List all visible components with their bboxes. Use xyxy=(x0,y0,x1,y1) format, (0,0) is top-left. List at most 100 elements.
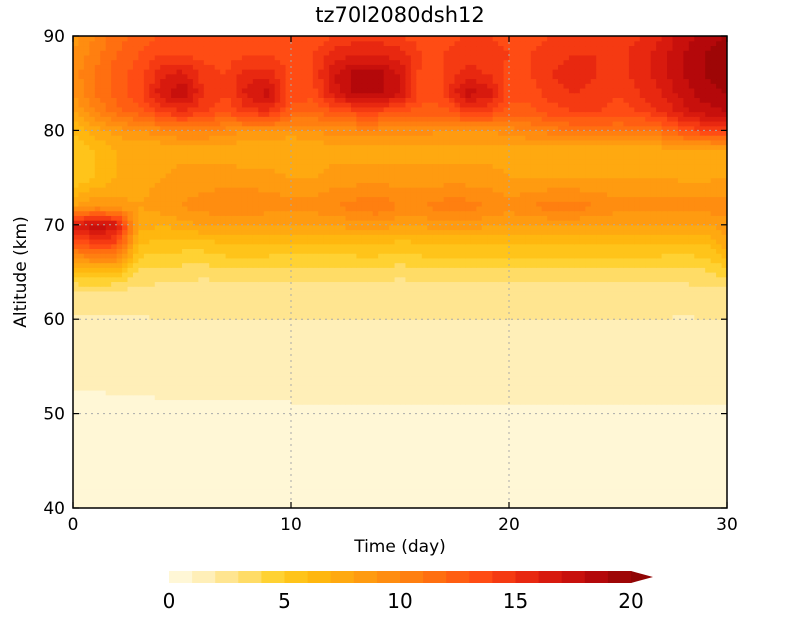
heatmap-cell xyxy=(400,314,407,320)
heatmap-cell xyxy=(236,375,243,382)
heatmap-cell xyxy=(258,465,265,471)
heatmap-cell xyxy=(94,413,101,419)
heatmap-cell xyxy=(410,484,417,490)
heatmap-cell xyxy=(203,408,210,415)
heatmap-cell xyxy=(220,385,227,391)
heatmap-cell xyxy=(116,333,123,339)
heatmap-cell xyxy=(509,366,516,372)
heatmap-cell xyxy=(443,498,450,504)
heatmap-cell xyxy=(421,470,428,476)
heatmap-cell xyxy=(307,423,314,429)
heatmap-cell xyxy=(345,423,352,429)
heatmap-cell xyxy=(389,503,396,508)
heatmap-cell xyxy=(579,446,586,452)
heatmap-cell xyxy=(563,328,570,334)
heatmap-cell xyxy=(383,498,390,504)
heatmap-cell xyxy=(263,489,270,495)
heatmap-cell xyxy=(241,323,248,330)
heatmap-cell xyxy=(378,418,385,424)
heatmap-cell xyxy=(263,323,270,330)
heatmap-cell xyxy=(389,493,396,500)
heatmap-cell xyxy=(89,314,96,320)
heatmap-cell xyxy=(116,314,123,320)
heatmap-cell xyxy=(132,375,139,382)
heatmap-cell xyxy=(73,460,80,467)
heatmap-cell xyxy=(312,371,319,377)
heatmap-cell xyxy=(329,489,336,495)
heatmap-cell xyxy=(519,342,526,349)
heatmap-cell xyxy=(509,470,516,476)
heatmap-cell xyxy=(590,328,597,334)
heatmap-cell xyxy=(476,498,483,504)
heatmap-cell xyxy=(252,323,259,330)
plot-area xyxy=(73,36,727,508)
heatmap-cell xyxy=(323,390,330,396)
heatmap-cell xyxy=(132,309,139,316)
heatmap-cell xyxy=(585,323,592,330)
heatmap-cell xyxy=(683,503,690,508)
heatmap-cell xyxy=(356,437,363,443)
heatmap-cell xyxy=(623,385,630,391)
heatmap-cell xyxy=(127,333,134,339)
heatmap-cell xyxy=(89,479,96,485)
heatmap-cell xyxy=(83,309,90,316)
heatmap-cell xyxy=(498,385,505,391)
heatmap-cell xyxy=(171,375,178,382)
heatmap-cell xyxy=(492,460,499,467)
heatmap-cell xyxy=(329,460,336,467)
heatmap-cell xyxy=(710,465,717,471)
heatmap-cell xyxy=(307,456,314,462)
heatmap-cell xyxy=(83,503,90,508)
heatmap-cell xyxy=(296,493,303,500)
heatmap-cell xyxy=(498,446,505,452)
heatmap-cell xyxy=(574,404,581,410)
heatmap-cell xyxy=(487,390,494,396)
heatmap-cell xyxy=(214,408,221,415)
heatmap-cell xyxy=(258,375,265,382)
heatmap-cell xyxy=(361,423,368,429)
heatmap-cell xyxy=(558,314,565,320)
heatmap-cell xyxy=(470,456,477,462)
heatmap-cell xyxy=(705,418,712,424)
heatmap-cell xyxy=(274,479,281,485)
heatmap-cell xyxy=(182,441,189,448)
heatmap-cell xyxy=(590,356,597,363)
heatmap-cell xyxy=(449,465,456,471)
heatmap-cell xyxy=(127,460,134,467)
heatmap-cell xyxy=(612,371,619,377)
heatmap-cell xyxy=(677,375,684,382)
heatmap-cell xyxy=(83,371,90,377)
heatmap-cell xyxy=(394,460,401,467)
heatmap-cell xyxy=(187,503,194,508)
heatmap-cell xyxy=(596,347,603,353)
heatmap-cell xyxy=(400,423,407,429)
heatmap-cell xyxy=(241,474,248,481)
heatmap-cell xyxy=(389,319,396,325)
heatmap-cell xyxy=(231,309,238,316)
heatmap-cell xyxy=(280,309,287,316)
heatmap-cell xyxy=(525,323,532,330)
heatmap-cell xyxy=(688,375,695,382)
heatmap-cell xyxy=(623,456,630,462)
heatmap-cell xyxy=(220,446,227,452)
heatmap-cell xyxy=(487,470,494,476)
heatmap-cell xyxy=(263,404,270,410)
heatmap-cell xyxy=(263,375,270,382)
heatmap-cell xyxy=(182,394,189,401)
heatmap-cell xyxy=(438,352,445,358)
heatmap-cell xyxy=(105,484,112,490)
heatmap-cell xyxy=(356,498,363,504)
heatmap-cell xyxy=(514,489,521,495)
heatmap-cell xyxy=(699,342,706,349)
heatmap-cell xyxy=(165,432,172,438)
heatmap-cell xyxy=(519,465,526,471)
heatmap-cell xyxy=(323,451,330,457)
heatmap-cell xyxy=(247,413,254,419)
heatmap-cell xyxy=(656,338,663,344)
heatmap-cell xyxy=(209,352,216,358)
heatmap-cell xyxy=(481,361,488,367)
heatmap-cell xyxy=(252,456,259,462)
heatmap-cell xyxy=(231,342,238,349)
heatmap-cell xyxy=(699,361,706,367)
heatmap-cell xyxy=(552,432,559,438)
